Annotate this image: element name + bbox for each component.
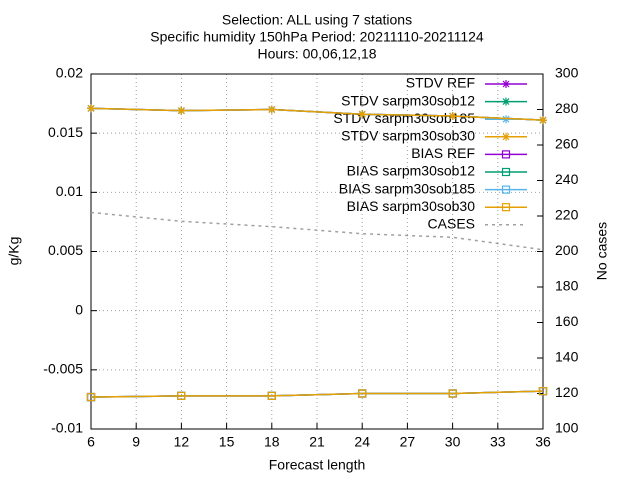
title-line: Hours: 00,06,12,18 bbox=[257, 46, 376, 62]
legend-marker bbox=[501, 203, 511, 212]
legend-marker bbox=[501, 185, 511, 194]
legend-marker bbox=[502, 80, 510, 88]
y2-tick-label: 240 bbox=[555, 171, 579, 187]
x-tick-label: 12 bbox=[174, 434, 190, 450]
legend-label: BIAS sarpm30sob185 bbox=[339, 180, 475, 196]
legend-label: STDV REF bbox=[406, 75, 475, 91]
legend-label: STDV sarpm30sob30 bbox=[341, 128, 475, 144]
legend-marker bbox=[502, 97, 510, 106]
point-marker bbox=[177, 391, 186, 400]
legend-label: BIAS REF bbox=[411, 145, 475, 161]
y-tick-label: -0.005 bbox=[43, 361, 83, 377]
y2-tick-label: 220 bbox=[555, 207, 579, 223]
point-marker bbox=[448, 389, 457, 398]
x-tick-label: 15 bbox=[219, 434, 235, 450]
y-tick-label: 0.02 bbox=[56, 65, 83, 81]
point-marker bbox=[87, 104, 95, 113]
legend-label: BIAS sarpm30sob12 bbox=[347, 163, 476, 179]
series-line bbox=[90, 211, 544, 251]
y2-tick-label: 300 bbox=[555, 65, 579, 81]
x-tick-label: 36 bbox=[535, 434, 551, 450]
point-marker bbox=[267, 391, 276, 400]
point-marker bbox=[448, 112, 457, 121]
plot-frame bbox=[90, 73, 544, 430]
x-tick-label: 6 bbox=[87, 434, 95, 450]
y-tick-label: 0 bbox=[75, 301, 83, 317]
y-tick-label: -0.01 bbox=[51, 420, 83, 436]
point-marker bbox=[267, 105, 276, 114]
legend-marker bbox=[501, 167, 511, 177]
series-line bbox=[90, 107, 544, 121]
y-tick-label: 0.005 bbox=[48, 242, 83, 258]
y2-tick-label: 280 bbox=[555, 100, 579, 116]
y2-tick-label: 120 bbox=[555, 384, 579, 400]
title-line: Specific humidity 150hPa Period: 2021111… bbox=[150, 29, 484, 45]
y-axis-label: g/Kg bbox=[6, 237, 22, 266]
y2-tick-label: 140 bbox=[555, 349, 579, 365]
series-line bbox=[90, 390, 544, 398]
point-marker bbox=[177, 106, 186, 115]
y2-axis-label: No cases bbox=[594, 222, 610, 280]
legend-marker bbox=[502, 132, 510, 141]
x-tick-label: 9 bbox=[132, 434, 140, 450]
y2-tick-label: 100 bbox=[555, 420, 579, 436]
legend-label: BIAS sarpm30sob30 bbox=[347, 198, 476, 214]
y2-tick-label: 260 bbox=[555, 136, 579, 152]
y-tick-label: 0.015 bbox=[48, 124, 83, 140]
point-marker bbox=[539, 116, 547, 125]
x-tick-label: 21 bbox=[309, 434, 325, 450]
x-tick-label: 24 bbox=[354, 434, 370, 450]
y2-tick-label: 200 bbox=[555, 242, 579, 258]
y-tick-label: 0.01 bbox=[56, 183, 83, 199]
x-tick-label: 33 bbox=[490, 434, 506, 450]
x-tick-label: 18 bbox=[264, 434, 280, 450]
point-marker bbox=[86, 392, 96, 402]
x-axis-label: Forecast length bbox=[269, 457, 366, 473]
x-tick-label: 27 bbox=[400, 434, 416, 450]
point-marker bbox=[358, 389, 367, 398]
title-line: Selection: ALL using 7 stations bbox=[222, 12, 412, 28]
point-marker bbox=[538, 387, 548, 396]
legend-label: STDV sarpm30sob12 bbox=[341, 92, 475, 108]
point-marker bbox=[358, 110, 367, 119]
y2-tick-label: 180 bbox=[555, 278, 579, 294]
legend-label: CASES bbox=[428, 216, 475, 232]
y2-tick-label: 160 bbox=[555, 313, 579, 329]
legend-marker bbox=[501, 150, 511, 159]
x-tick-label: 30 bbox=[445, 434, 461, 450]
